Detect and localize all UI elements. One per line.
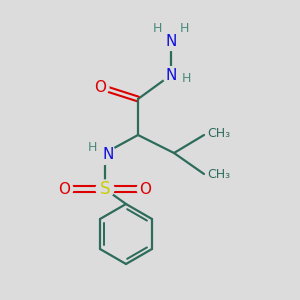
Text: O: O: [58, 182, 70, 196]
Circle shape: [56, 181, 73, 197]
Circle shape: [92, 79, 109, 95]
Circle shape: [163, 67, 179, 83]
Text: S: S: [100, 180, 110, 198]
Text: O: O: [94, 80, 106, 94]
Text: N: N: [102, 147, 114, 162]
Text: N: N: [165, 68, 177, 82]
Text: O: O: [140, 182, 152, 196]
Text: H: H: [180, 22, 189, 35]
Text: H: H: [153, 22, 162, 35]
Circle shape: [137, 181, 154, 197]
Text: N: N: [165, 34, 177, 50]
Text: H: H: [88, 141, 97, 154]
Circle shape: [96, 180, 114, 198]
Text: CH₃: CH₃: [207, 167, 230, 181]
Circle shape: [163, 34, 179, 50]
Text: CH₃: CH₃: [207, 127, 230, 140]
Text: H: H: [181, 71, 191, 85]
Circle shape: [92, 142, 115, 164]
